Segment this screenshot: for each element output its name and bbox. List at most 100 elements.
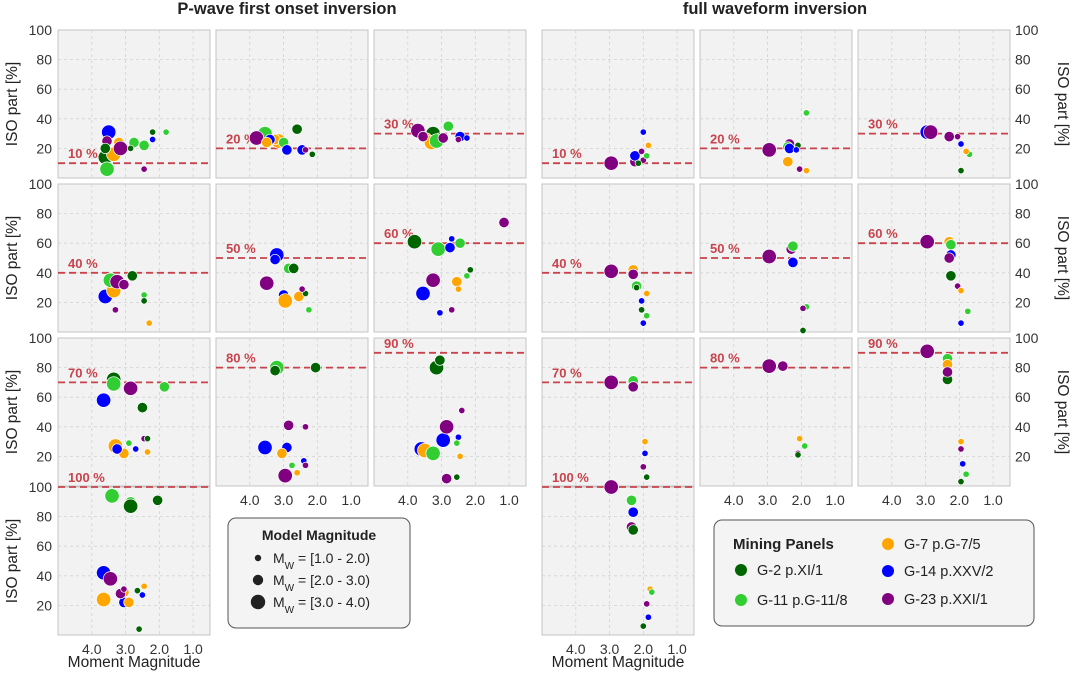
panel-legend-label: G-2 p.XI/1 <box>757 563 823 579</box>
data-point-G-23 <box>448 306 456 314</box>
panel-background <box>215 337 369 487</box>
panel-legend-label: G-7 p.G-7/5 <box>904 537 981 553</box>
data-point-G-11 <box>104 488 120 504</box>
data-point-G-2 <box>269 365 281 377</box>
gridlines <box>542 30 694 178</box>
data-point-G-23 <box>120 585 128 593</box>
data-point-G-23 <box>454 135 462 144</box>
data-point-G-7 <box>957 438 965 446</box>
panel-background <box>541 486 695 636</box>
x-tick-label: 1.0 <box>183 641 203 657</box>
panel-iso-90-pwave: 90 % <box>373 336 527 487</box>
panel-iso-70-fwi: 70 % <box>541 337 695 487</box>
data-point-G-7 <box>796 435 804 443</box>
data-point-G-2 <box>140 297 148 305</box>
panel-legend-marker <box>882 565 894 577</box>
panel-background <box>215 29 369 179</box>
data-point-G-14 <box>639 319 647 327</box>
data-point-G-23 <box>761 358 777 374</box>
panel-background <box>699 29 853 179</box>
iso-reference-label: 100 % <box>68 470 105 485</box>
x-tick-label: 2.0 <box>950 492 970 508</box>
x-tick-label: 3.0 <box>600 641 620 657</box>
data-point-G-23 <box>796 165 804 173</box>
data-point-G-23 <box>638 147 646 155</box>
panel-background <box>57 183 211 333</box>
data-point-G-23 <box>301 146 310 154</box>
data-point-G-2 <box>466 266 474 274</box>
data-point-G-11 <box>430 241 446 257</box>
y-tick-label: 100 <box>29 479 53 495</box>
x-tick-label: 1.0 <box>499 492 519 508</box>
y-tick-label: 40 <box>1015 265 1031 281</box>
data-point-G-11 <box>106 376 122 392</box>
y-tick-label: 100 <box>1015 22 1039 38</box>
panel-iso-20-pwave: 20 % <box>215 29 369 179</box>
x-axis-label: Moment Magnitude <box>552 654 685 671</box>
data-point-G-14 <box>787 256 799 268</box>
iso-reference-label: 70 % <box>68 365 98 380</box>
data-point-G-14 <box>627 506 639 518</box>
iso-reference-label: 30 % <box>384 117 414 132</box>
y-tick-label: 20 <box>36 140 52 156</box>
data-point-G-23 <box>941 366 954 378</box>
data-point-G-14 <box>132 445 140 453</box>
x-tick-label: 2.0 <box>308 492 328 508</box>
x-tick-label: 3.0 <box>916 492 936 508</box>
y-tick-label: 80 <box>36 52 52 68</box>
panel-iso-40-fwi: 40 % <box>541 183 695 333</box>
y-axis-label: ISO part [%] <box>4 216 21 300</box>
data-point-G-14 <box>638 297 646 305</box>
gridlines <box>542 338 694 486</box>
data-point-G-2 <box>638 306 646 314</box>
data-point-G-11 <box>648 588 656 596</box>
axis-labels: 20 40 60 80 100 20 40 60 80 100 20 40 60 80 100 20 40 60 8… <box>4 22 1071 671</box>
data-point-G-2 <box>149 128 157 136</box>
iso-reference-label: 90 % <box>384 336 414 351</box>
data-point-G-11 <box>442 120 454 132</box>
panel-legend-marker <box>882 538 894 550</box>
data-point-G-23 <box>102 571 118 587</box>
data-point-G-23 <box>627 381 639 393</box>
panel-grid: 10 % 20 % 30 % 10 % 20 % 30 % 40 % 50 % 60 % 40 %… <box>57 29 1011 636</box>
magnitude-legend-title: Model Magnitude <box>262 527 377 543</box>
data-point-G-14 <box>454 433 462 441</box>
y-tick-label: 20 <box>36 597 52 613</box>
x-tick-label: 2.0 <box>466 492 486 508</box>
data-point-G-7 <box>140 582 148 590</box>
panel-iso-90-fwi: 90 % <box>857 336 1011 487</box>
data-point-G-11 <box>463 272 471 280</box>
panel-iso-30-pwave: 30 % <box>373 29 527 179</box>
data-point-G-14 <box>257 439 273 456</box>
panel-legend-marker <box>735 594 747 606</box>
data-point-G-23 <box>439 419 455 435</box>
y-tick-label: 20 <box>36 448 52 464</box>
data-point-G-7 <box>454 285 462 293</box>
data-point-G-11 <box>802 109 810 117</box>
panel-background <box>57 337 211 487</box>
y-tick-label: 40 <box>36 568 52 584</box>
magnitude-legend-label: MW = [3.0 - 4.0) <box>273 594 370 616</box>
y-tick-label: 40 <box>36 419 52 435</box>
data-point-G-23 <box>301 461 310 469</box>
y-tick-label: 60 <box>36 538 52 554</box>
data-point-G-23 <box>777 360 789 372</box>
panel-background <box>541 183 695 333</box>
data-point-G-7 <box>261 136 273 149</box>
data-point-G-14 <box>957 319 965 327</box>
data-point-G-23 <box>441 473 453 485</box>
data-point-G-2 <box>135 625 143 633</box>
magnitude-size-marker <box>250 594 266 610</box>
iso-reference-label: 60 % <box>384 226 414 241</box>
data-point-G-2 <box>126 270 138 282</box>
data-point-G-14 <box>957 140 965 148</box>
data-point-G-7 <box>277 293 293 309</box>
data-point-G-2 <box>794 451 802 459</box>
data-point-G-23 <box>458 406 466 415</box>
y-tick-label: 80 <box>36 206 52 222</box>
data-point-G-2 <box>434 354 446 366</box>
data-point-G-2 <box>127 144 135 152</box>
y-axis-label: ISO part [%] <box>1054 370 1071 454</box>
panel-iso-100-pwave: 100 % <box>57 470 211 636</box>
